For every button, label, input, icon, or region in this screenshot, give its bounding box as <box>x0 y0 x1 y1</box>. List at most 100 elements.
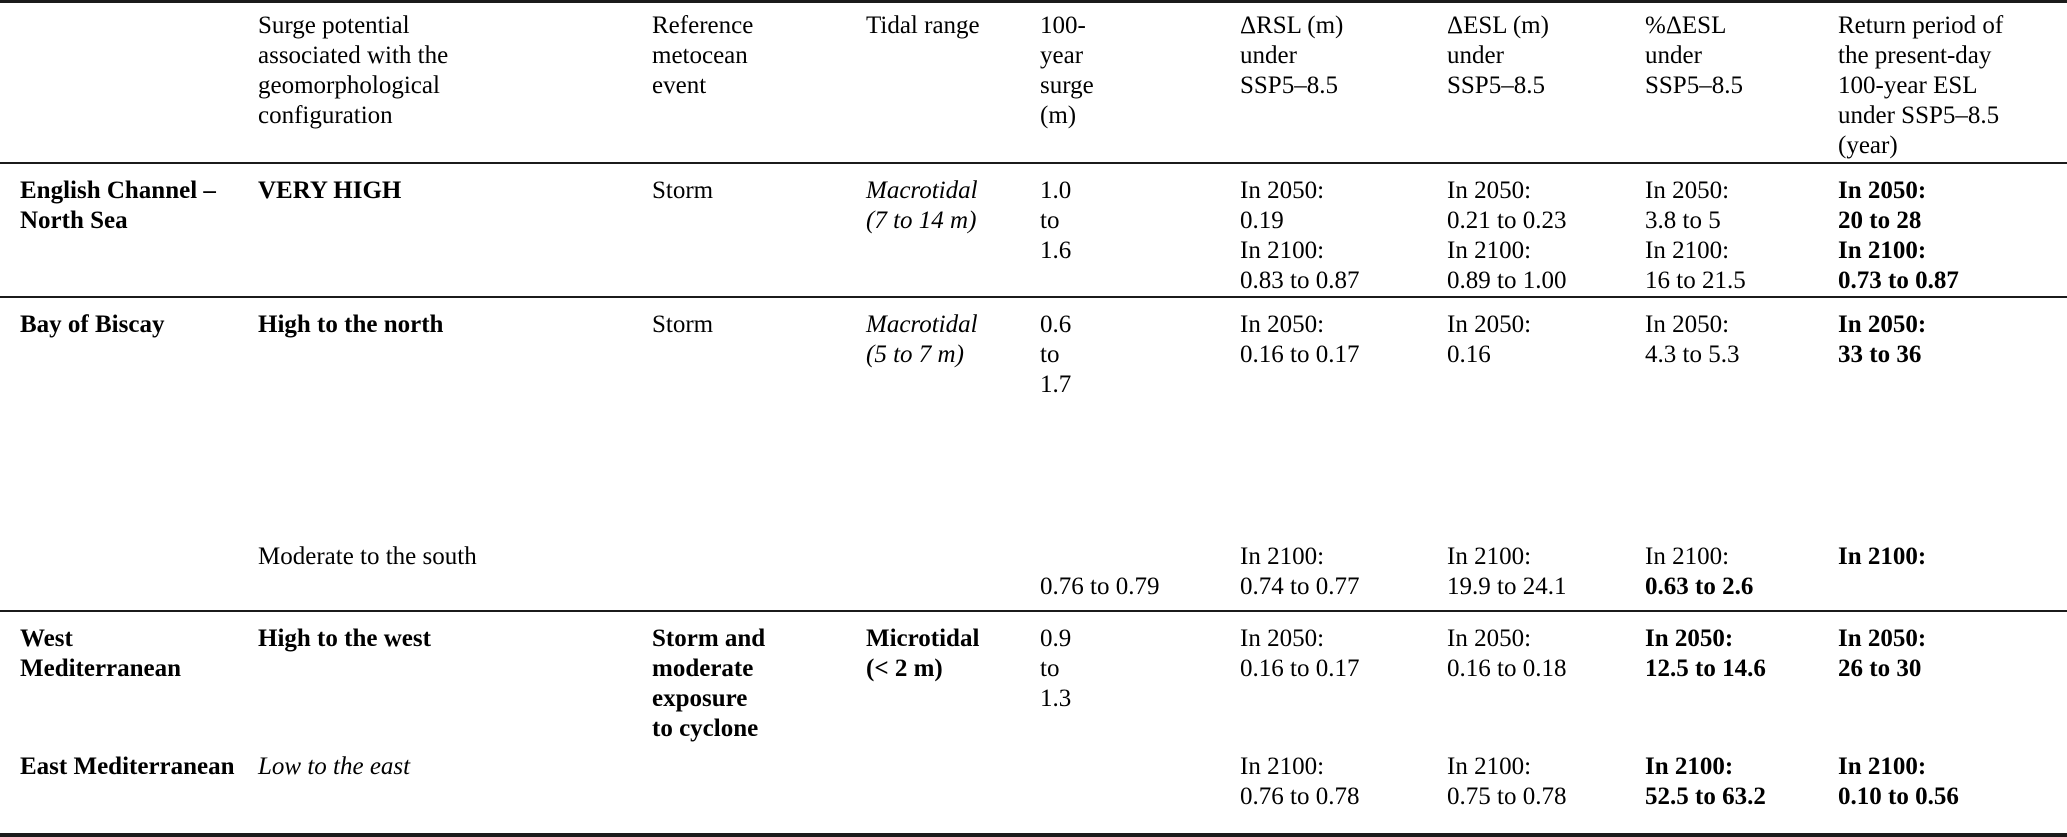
cell-text: In 2100: 0.74 to 0.77 <box>1240 543 1360 600</box>
cell-text: In 2050: 12.5 to 14.6 <box>1645 625 1766 682</box>
cell-block: In 2100: 19.9 to 24.1 <box>1447 542 1645 602</box>
cell-block: In 2050: 0.16 <box>1447 298 1645 370</box>
cell-block: In 2050: 0.16 to 0.17 <box>1240 298 1447 370</box>
cell-text: In 2100: <box>1838 543 1927 570</box>
cell-english-channel-north-sea-surge-100yr: 1.0 to 1.6 <box>1040 164 1240 296</box>
cell-text: In 2100: <box>1645 543 1730 570</box>
header-label: ΔRSL (m) under SSP5–8.5 <box>1240 12 1344 99</box>
cell-block: In 2050: 33 to 36 <box>1838 298 2067 370</box>
header-label: Return period of the present-day 100-yea… <box>1838 12 2004 159</box>
header-label: Tidal range <box>866 12 980 39</box>
header-cell-delta-rsl: ΔRSL (m) under SSP5–8.5 <box>1240 3 1447 162</box>
cell-text: 0.76 to 0.79 <box>1040 573 1160 600</box>
cell-mediterranean-surge-potential: High to the west Low to the east <box>258 612 652 833</box>
cell-block: West Mediterranean <box>20 612 258 684</box>
cell-english-channel-north-sea-metocean-event: Storm <box>652 164 866 296</box>
cell-block: Low to the east <box>258 752 652 782</box>
cell-mediterranean-pct-delta-esl: In 2050: 12.5 to 14.6 In 2100: 52.5 to 63… <box>1645 612 1838 833</box>
cell-english-channel-north-sea-tidal-range: Macrotidal (7 to 14 m) <box>866 164 1040 296</box>
cell-block: English Channel – North Sea <box>20 164 258 236</box>
cell-block: Bay of Biscay <box>20 298 258 340</box>
header-cell-delta-esl: ΔESL (m) under SSP5–8.5 <box>1447 3 1645 162</box>
cell-bay-of-biscay-tidal-range: Macrotidal (5 to 7 m) <box>866 298 1040 610</box>
cell-text: 0.6 to 1.7 <box>1040 311 1072 398</box>
header-label: ΔESL (m) under SSP5–8.5 <box>1447 12 1549 99</box>
header-label <box>20 3 258 11</box>
cell-mediterranean-metocean-event: Storm and moderate exposure to cyclone <box>652 612 866 833</box>
header-cell-pct-delta-esl: %ΔESL under SSP5–8.5 <box>1645 3 1838 162</box>
cell-block: In 2050: 0.21 to 0.23 In 2100: 0.89 to 1… <box>1447 164 1645 296</box>
header-cell-metocean-event: Reference metocean event <box>652 3 866 162</box>
cell-mediterranean-return-period: In 2050: 26 to 30 In 2100: 0.10 to 0.56 <box>1838 612 2067 833</box>
cell-text: West Mediterranean <box>20 625 182 682</box>
cell-english-channel-north-sea-pct-delta-esl: In 2050: 3.8 to 5 In 2100: 16 to 21.5 <box>1645 164 1838 296</box>
cell-text: Macrotidal (7 to 14 m) <box>866 177 978 234</box>
cell-text: In 2050: 0.16 to 0.17 <box>1240 625 1360 682</box>
cell-bay-of-biscay-metocean-event: Storm <box>652 298 866 610</box>
cell-block: High to the north <box>258 298 652 340</box>
cell-mediterranean-surge-100yr: 0.9 to 1.3 <box>1040 612 1240 833</box>
table-row-english-channel-north-sea: English Channel – North Sea VERY HIGH Stor… <box>0 164 2067 298</box>
cell-text: In 2050: 0.16 to 0.17 <box>1240 311 1360 368</box>
table-row-bay-of-biscay: Bay of Biscay High to the north Moderate t… <box>0 298 2067 612</box>
cell-text: 0.9 to 1.3 <box>1040 625 1072 712</box>
cell-block: In 2050: 26 to 30 <box>1838 612 2067 684</box>
cell-mediterranean-delta-rsl: In 2050: 0.16 to 0.17 In 2100: 0.76 to 0.… <box>1240 612 1447 833</box>
cell-bay-of-biscay-return-period: In 2050: 33 to 36 In 2100: <box>1838 298 2067 610</box>
header-cell-return-period: Return period of the present-day 100-yea… <box>1838 3 2067 162</box>
cell-text: Microtidal (< 2 m) <box>866 625 980 682</box>
cell-text: Storm <box>652 311 714 338</box>
cell-text: In 2050: 26 to 30 <box>1838 625 1927 682</box>
cell-block: In 2050: 0.16 to 0.17 <box>1240 612 1447 684</box>
cell-text: High to the west <box>258 625 431 652</box>
cell-block: In 2100: 0.10 to 0.56 <box>1838 752 2067 812</box>
cell-text: Storm and moderate exposure to cyclone <box>652 625 766 742</box>
cell-block: East Mediterranean <box>20 752 258 782</box>
header-cell-tidal-range: Tidal range <box>866 3 1040 162</box>
cell-block: Storm and moderate exposure to cyclone <box>652 612 866 744</box>
cell-block: In 2100: 0.75 to 0.78 <box>1447 752 1645 812</box>
cell-mediterranean-delta-esl: In 2050: 0.16 to 0.18 In 2100: 0.75 to 0.… <box>1447 612 1645 833</box>
cell-block: Moderate to the south <box>258 542 652 572</box>
header-cell-region <box>0 3 258 162</box>
cell-text: Storm <box>652 177 714 204</box>
cell-text: In 2050: 0.21 to 0.23 In 2100: 0.89 to 1… <box>1447 177 1567 294</box>
cell-text: In 2050: 3.8 to 5 In 2100: 16 to 21.5 <box>1645 177 1746 294</box>
cell-text: In 2100: 0.76 to 0.78 <box>1240 753 1360 810</box>
cell-block: 1.0 to 1.6 <box>1040 164 1240 266</box>
cell-text: In 2050: 0.19 In 2100: 0.83 to 0.87 <box>1240 177 1360 294</box>
cell-block: 0.6 to 1.7 <box>1040 298 1240 400</box>
cell-text: 0.63 to 2.6 <box>1645 573 1754 600</box>
cell-block: In 2050: 3.8 to 5 In 2100: 16 to 21.5 <box>1645 164 1838 296</box>
table-header-row: Surge potential associated with the geom… <box>0 3 2067 164</box>
cell-bay-of-biscay-region: Bay of Biscay <box>0 298 258 610</box>
cell-english-channel-north-sea-region: English Channel – North Sea <box>0 164 258 296</box>
cell-block: Storm <box>652 164 866 206</box>
cell-block: Storm <box>652 298 866 340</box>
cell-block: In 2050: 4.3 to 5.3 <box>1645 298 1838 370</box>
cell-english-channel-north-sea-surge-potential: VERY HIGH <box>258 164 652 296</box>
cell-bay-of-biscay-delta-rsl: In 2050: 0.16 to 0.17 In 2100: 0.74 to 0.… <box>1240 298 1447 610</box>
cell-text: In 2050: 33 to 36 <box>1838 311 1927 368</box>
cell-english-channel-north-sea-return-period: In 2050: 20 to 28 In 2100: 0.73 to 0.87 <box>1838 164 2067 296</box>
cell-block: 0.76 to 0.79 <box>1040 572 1240 602</box>
cell-block: Macrotidal (5 to 7 m) <box>866 298 1040 370</box>
cell-text: Bay of Biscay <box>20 311 165 338</box>
cell-block: In 2050: 0.16 to 0.18 <box>1447 612 1645 684</box>
cell-block: In 2050: 20 to 28 In 2100: 0.73 to 0.87 <box>1838 164 2067 296</box>
cell-bay-of-biscay-surge-100yr: 0.6 to 1.7 0.76 to 0.79 <box>1040 298 1240 610</box>
cell-text: In 2050: 0.16 to 0.18 <box>1447 625 1567 682</box>
cell-bay-of-biscay-surge-potential: High to the north Moderate to the south <box>258 298 652 610</box>
cell-block: In 2100: <box>1838 542 2067 572</box>
cell-text: English Channel – North Sea <box>20 177 216 234</box>
cell-text: In 2100: 0.10 to 0.56 <box>1838 753 1959 810</box>
cell-text: In 2100: 0.75 to 0.78 <box>1447 753 1567 810</box>
cell-text: In 2050: 4.3 to 5.3 <box>1645 311 1740 368</box>
cell-text: VERY HIGH <box>258 177 402 204</box>
cell-block: High to the west <box>258 612 652 654</box>
cell-bay-of-biscay-delta-esl: In 2050: 0.16 In 2100: 19.9 to 24.1 <box>1447 298 1645 610</box>
cell-mediterranean-tidal-range: Microtidal (< 2 m) <box>866 612 1040 833</box>
cell-mediterranean-region: West Mediterranean East Mediterranean <box>0 612 258 833</box>
cell-block: In 2100: 0.63 to 2.6 <box>1645 542 1838 602</box>
cell-text: High to the north <box>258 311 444 338</box>
